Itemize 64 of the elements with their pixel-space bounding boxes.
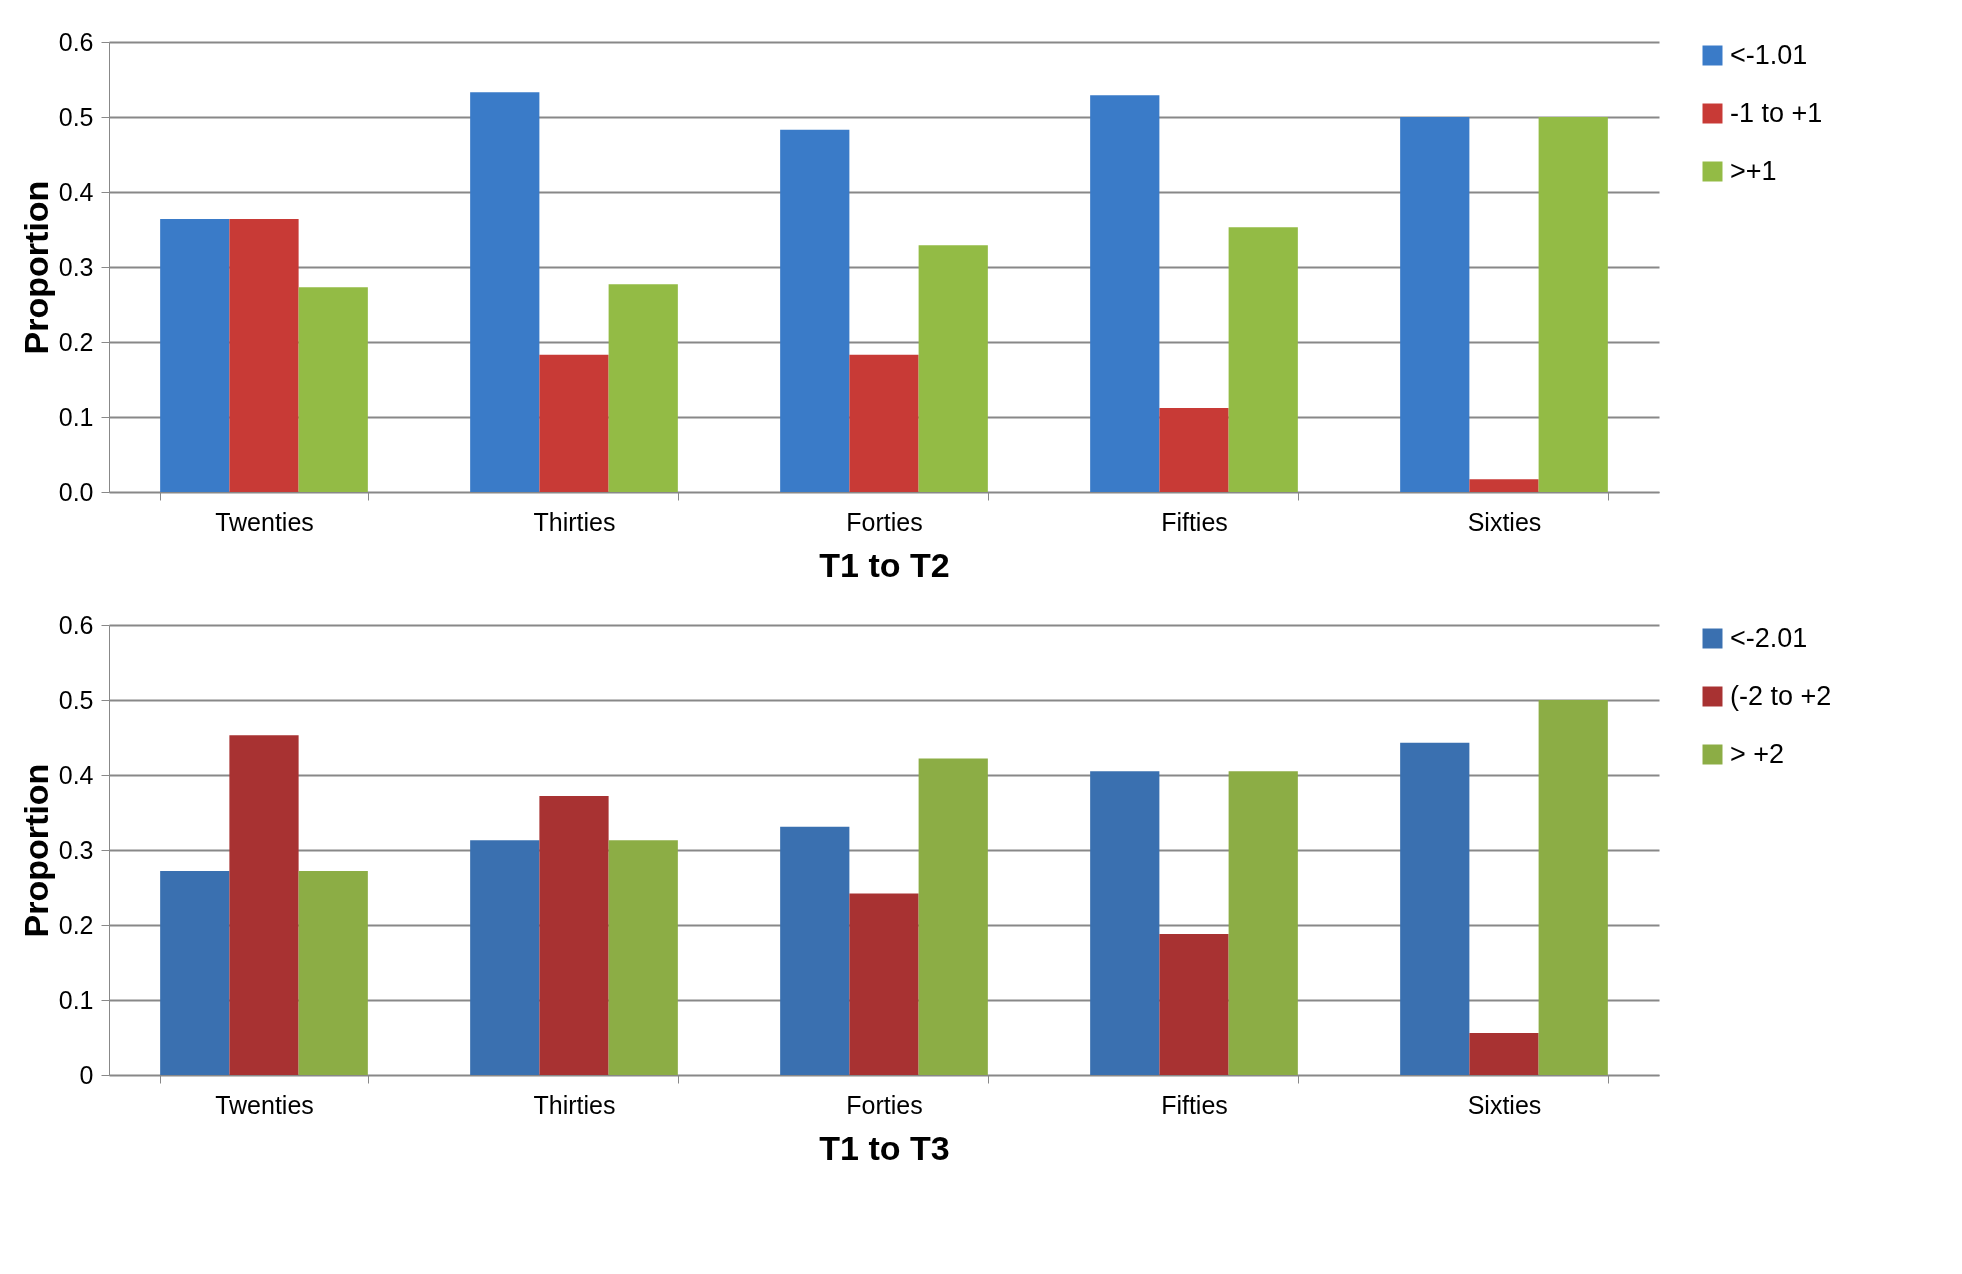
x-tick-label: Thirties: [533, 507, 616, 536]
y-tick-label: 0.1: [58, 402, 94, 431]
y-tick-label: 0.0: [58, 477, 94, 506]
x-tick-label: Forties: [846, 507, 923, 536]
bar: [229, 219, 299, 492]
bar: [849, 893, 919, 1075]
x-tick-label: Fifties: [1161, 1090, 1228, 1119]
legend-label: (-2 to +2: [1730, 680, 1832, 711]
bar: [780, 826, 850, 1075]
bar: [1400, 742, 1470, 1075]
bar: [918, 758, 988, 1075]
bar: [1090, 771, 1160, 1075]
x-tick-label: Twenties: [215, 1090, 314, 1119]
y-tick-label: 0.4: [58, 760, 94, 789]
y-tick-label: 0.5: [58, 685, 94, 714]
y-axis-title: Proportion: [16, 763, 55, 938]
bar: [539, 354, 609, 492]
x-tick-label: Sixties: [1467, 1090, 1542, 1119]
x-tick-label: Twenties: [215, 507, 314, 536]
bar: [1469, 1033, 1539, 1075]
bar: [1159, 408, 1229, 492]
bar: [849, 354, 919, 492]
bar: [1228, 771, 1298, 1075]
bar: [1538, 700, 1608, 1075]
bar: [780, 129, 850, 492]
x-axis-title: T1 to T2: [819, 545, 950, 584]
y-tick-label: 0.3: [58, 252, 94, 281]
y-tick-label: 0.6: [58, 27, 94, 56]
x-tick-label: Thirties: [533, 1090, 616, 1119]
bar: [229, 735, 299, 1075]
y-tick-label: 0.4: [58, 177, 94, 206]
legend-label: >+1: [1730, 155, 1777, 186]
bar: [608, 840, 678, 1075]
bar: [298, 287, 368, 492]
bar: [160, 219, 230, 492]
x-tick-label: Fifties: [1161, 507, 1228, 536]
bar: [918, 245, 988, 492]
bar: [608, 284, 678, 492]
bar: [1400, 117, 1470, 492]
y-tick-label: 0.1: [58, 985, 94, 1014]
y-tick-label: 0.2: [58, 327, 94, 356]
legend-label: <-2.01: [1730, 622, 1808, 653]
x-tick-label: Forties: [846, 1090, 923, 1119]
y-tick-label: 0.2: [58, 910, 94, 939]
bar: [1159, 934, 1229, 1075]
legend-label: > +2: [1730, 738, 1785, 769]
y-tick-label: 0: [79, 1060, 94, 1089]
y-axis-title: Proportion: [16, 180, 55, 355]
bar: [1090, 95, 1160, 492]
y-tick-label: 0.3: [58, 835, 94, 864]
bar: [298, 871, 368, 1075]
legend-label: -1 to +1: [1730, 97, 1823, 128]
legend-label: <-1.01: [1730, 39, 1808, 70]
bar: [470, 840, 540, 1075]
x-tick-label: Sixties: [1467, 507, 1542, 536]
bar: [470, 92, 540, 492]
x-axis-title: T1 to T3: [819, 1128, 950, 1167]
bar: [1228, 227, 1298, 492]
y-tick-label: 0.6: [58, 610, 94, 639]
bar: [160, 871, 230, 1075]
bar: [1538, 117, 1608, 492]
y-tick-label: 0.5: [58, 102, 94, 131]
bar: [1469, 479, 1539, 492]
bar: [539, 796, 609, 1075]
